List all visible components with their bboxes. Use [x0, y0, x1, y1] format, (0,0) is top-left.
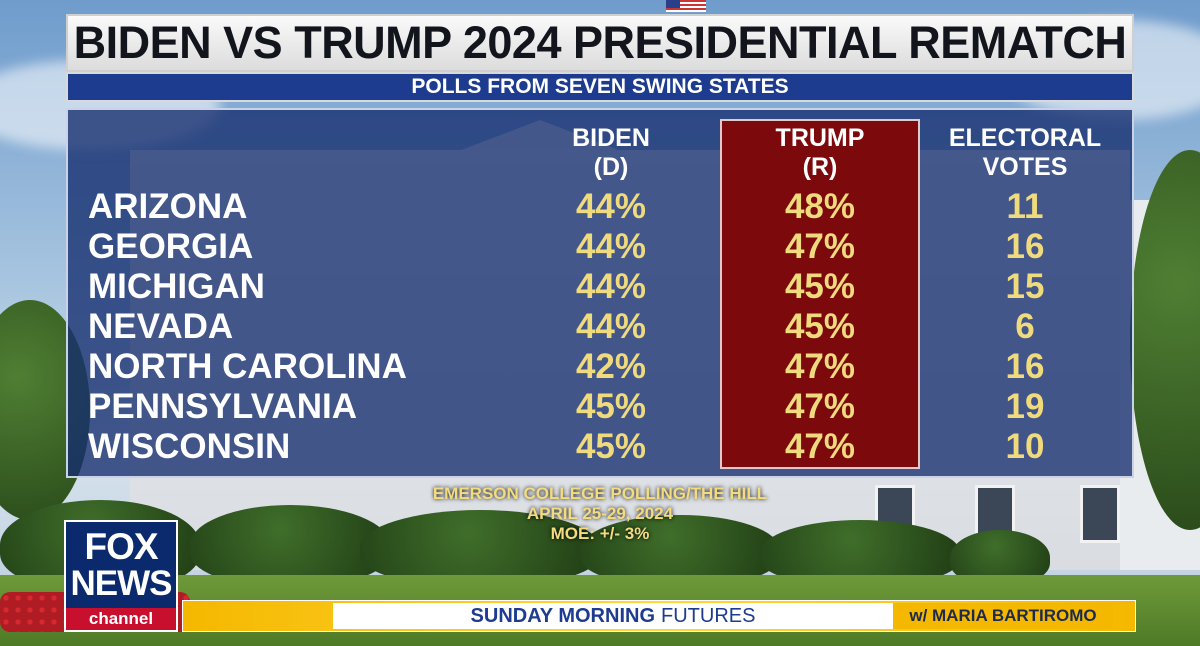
header-trump-name: TRUMP: [775, 124, 865, 152]
hedge: [760, 520, 960, 585]
state-name: MICHIGAN: [88, 267, 265, 306]
title-bar: BIDEN VS TRUMP 2024 PRESIDENTIAL REMATCH: [66, 14, 1134, 72]
biden-percent: 45%: [575, 387, 647, 426]
biden-percent: 42%: [575, 347, 647, 386]
lower-third-banner: SUNDAY MORNING FUTURES w/ MARIA BARTIROM…: [182, 600, 1136, 632]
electoral-votes: 11: [1006, 187, 1044, 226]
logo-channel-text: channel: [66, 608, 176, 630]
show-title: SUNDAY MORNING FUTURES: [333, 603, 893, 629]
host-name-text: w/ MARIA BARTIROMO: [909, 606, 1097, 625]
logo-fox-text: FOX: [84, 526, 158, 567]
trump-percent: 47%: [784, 427, 856, 466]
trump-percent: 47%: [784, 347, 856, 386]
header-ev-line1: ELECTORAL: [948, 124, 1102, 152]
biden-percent: 45%: [575, 427, 647, 466]
page-title: BIDEN VS TRUMP 2024 PRESIDENTIAL REMATCH: [73, 17, 1127, 68]
electoral-votes: 16: [1005, 227, 1045, 266]
electoral-votes: 16: [1005, 347, 1045, 386]
table-row: NORTH CAROLINA 42% 47% 16: [68, 347, 1136, 387]
hedge: [580, 515, 780, 585]
table-row: NEVADA 44% 45% 6: [68, 307, 1136, 347]
electoral-votes: 15: [1005, 267, 1045, 306]
electoral-votes: 10: [1005, 427, 1045, 466]
header-biden-name: BIDEN: [572, 124, 650, 152]
source-dates: APRIL 25-29, 2024: [526, 504, 674, 523]
table-row: WISCONSIN 45% 47% 10: [68, 427, 1136, 467]
trump-column-highlight: [720, 119, 920, 469]
electoral-votes: 19: [1005, 387, 1045, 426]
biden-percent: 44%: [575, 187, 647, 226]
state-name: PENNSYLVANIA: [88, 387, 358, 426]
header-trump-party: (R): [802, 153, 838, 181]
host-name: w/ MARIA BARTIROMO: [893, 603, 1113, 629]
subtitle-bar: POLLS FROM SEVEN SWING STATES: [66, 72, 1134, 102]
header-trump: TRUMP (R): [745, 124, 895, 182]
trump-percent: 47%: [784, 387, 856, 426]
hedge: [360, 510, 600, 585]
trump-percent: 48%: [784, 187, 856, 226]
logo-news-text: NEWS: [70, 564, 173, 603]
biden-percent: 44%: [575, 267, 647, 306]
biden-percent: 44%: [575, 307, 647, 346]
header-biden-party: (D): [593, 153, 629, 181]
header-electoral-votes: ELECTORAL VOTES: [940, 124, 1110, 182]
show-title-bold: SUNDAY MORNING: [470, 604, 656, 627]
poll-table: BIDEN (D) TRUMP (R) ELECTORAL VOTES ARIZ…: [66, 108, 1134, 478]
table-row: GEORGIA 44% 47% 16: [68, 227, 1136, 267]
window: [1080, 485, 1120, 543]
trump-percent: 47%: [784, 227, 856, 266]
page-subtitle: POLLS FROM SEVEN SWING STATES: [411, 75, 789, 98]
state-name: WISCONSIN: [88, 427, 291, 466]
state-name: GEORGIA: [88, 227, 254, 266]
state-name: NEVADA: [88, 307, 234, 346]
biden-percent: 44%: [575, 227, 647, 266]
header-ev-line2: VOTES: [982, 153, 1068, 181]
trump-percent: 45%: [784, 307, 856, 346]
table-row: PENNSYLVANIA 45% 47% 19: [68, 387, 1136, 427]
table-row: ARIZONA 44% 48% 11: [68, 187, 1136, 227]
source-pollster: EMERSON COLLEGE POLLING/THE HILL: [432, 484, 768, 503]
electoral-votes: 6: [1015, 307, 1035, 346]
trump-percent: 45%: [784, 267, 856, 306]
hedge: [190, 505, 390, 585]
state-name: NORTH CAROLINA: [88, 347, 407, 386]
fox-news-logo: FOX NEWS channel: [64, 520, 178, 632]
flag-icon: [666, 0, 706, 12]
show-title-light: FUTURES: [661, 604, 756, 627]
header-biden: BIDEN (D): [536, 124, 686, 182]
source-margin-of-error: MOE: +/- 3%: [550, 524, 650, 543]
poll-source: EMERSON COLLEGE POLLING/THE HILL APRIL 2…: [0, 484, 1200, 544]
state-name: ARIZONA: [88, 187, 248, 226]
table-row: MICHIGAN 44% 45% 15: [68, 267, 1136, 307]
